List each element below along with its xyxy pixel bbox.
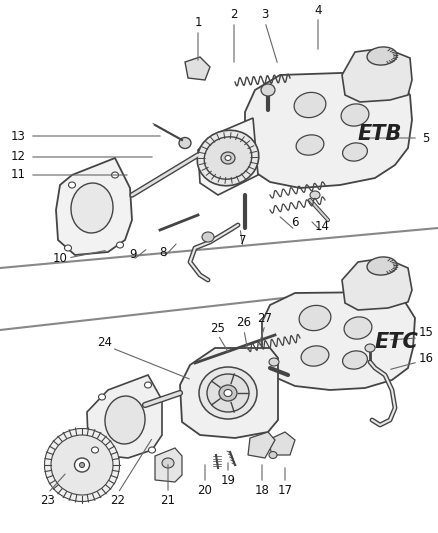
Text: 7: 7 <box>239 233 247 246</box>
Text: 16: 16 <box>418 351 434 365</box>
Text: 10: 10 <box>53 252 67 264</box>
Ellipse shape <box>204 137 252 179</box>
Text: 2: 2 <box>230 9 238 21</box>
Text: 14: 14 <box>314 221 329 233</box>
Ellipse shape <box>299 305 331 330</box>
Ellipse shape <box>68 182 75 188</box>
Polygon shape <box>155 448 182 482</box>
Text: 6: 6 <box>291 215 299 229</box>
Text: 13: 13 <box>11 130 25 142</box>
Ellipse shape <box>202 232 214 242</box>
Ellipse shape <box>199 367 257 419</box>
Ellipse shape <box>225 156 231 160</box>
Ellipse shape <box>224 390 232 397</box>
Ellipse shape <box>64 245 71 251</box>
Polygon shape <box>180 348 278 438</box>
Text: 11: 11 <box>11 168 25 182</box>
Ellipse shape <box>367 47 397 65</box>
Ellipse shape <box>145 382 152 388</box>
Text: 21: 21 <box>160 494 176 506</box>
Text: 17: 17 <box>278 483 293 497</box>
Polygon shape <box>262 292 415 390</box>
Ellipse shape <box>344 317 372 339</box>
Text: 27: 27 <box>258 311 272 325</box>
Polygon shape <box>342 48 412 102</box>
Polygon shape <box>56 158 132 255</box>
Text: 9: 9 <box>129 248 137 262</box>
Ellipse shape <box>207 374 249 412</box>
Polygon shape <box>268 432 295 455</box>
Text: 12: 12 <box>11 150 25 164</box>
Ellipse shape <box>80 463 85 467</box>
Text: 25: 25 <box>211 321 226 335</box>
Ellipse shape <box>179 138 191 149</box>
Text: 19: 19 <box>220 473 236 487</box>
Text: 26: 26 <box>237 317 251 329</box>
Ellipse shape <box>74 458 89 472</box>
Ellipse shape <box>343 143 367 161</box>
Polygon shape <box>248 432 275 458</box>
Text: ETC: ETC <box>375 332 419 352</box>
Text: 20: 20 <box>198 483 212 497</box>
Polygon shape <box>198 118 258 195</box>
Text: 4: 4 <box>314 4 322 17</box>
Polygon shape <box>185 57 210 80</box>
Ellipse shape <box>99 394 106 400</box>
Ellipse shape <box>112 172 119 178</box>
Ellipse shape <box>219 385 237 401</box>
Ellipse shape <box>71 183 113 233</box>
Ellipse shape <box>343 351 367 369</box>
Text: 23: 23 <box>41 494 56 506</box>
Text: 22: 22 <box>110 494 126 506</box>
Ellipse shape <box>341 104 369 126</box>
Text: 18: 18 <box>254 483 269 497</box>
Text: 1: 1 <box>194 15 202 28</box>
Ellipse shape <box>310 191 320 199</box>
Ellipse shape <box>162 458 174 468</box>
Ellipse shape <box>269 451 277 458</box>
Ellipse shape <box>261 84 275 96</box>
Polygon shape <box>87 375 162 458</box>
Text: 15: 15 <box>419 326 434 338</box>
Ellipse shape <box>105 396 145 444</box>
Ellipse shape <box>365 344 375 352</box>
Ellipse shape <box>92 447 99 453</box>
Ellipse shape <box>45 429 120 502</box>
Text: 5: 5 <box>422 132 430 144</box>
Ellipse shape <box>301 346 329 366</box>
Ellipse shape <box>51 435 113 495</box>
Ellipse shape <box>367 257 397 275</box>
Text: ETB: ETB <box>358 124 403 144</box>
Polygon shape <box>342 258 412 310</box>
Ellipse shape <box>117 242 124 248</box>
Text: 3: 3 <box>261 9 268 21</box>
Ellipse shape <box>197 130 259 185</box>
Ellipse shape <box>148 447 155 453</box>
Text: 24: 24 <box>98 335 113 349</box>
Ellipse shape <box>294 92 326 118</box>
Ellipse shape <box>221 152 235 164</box>
Ellipse shape <box>269 358 279 366</box>
Polygon shape <box>245 72 412 188</box>
Ellipse shape <box>296 135 324 155</box>
Text: 8: 8 <box>159 246 167 259</box>
